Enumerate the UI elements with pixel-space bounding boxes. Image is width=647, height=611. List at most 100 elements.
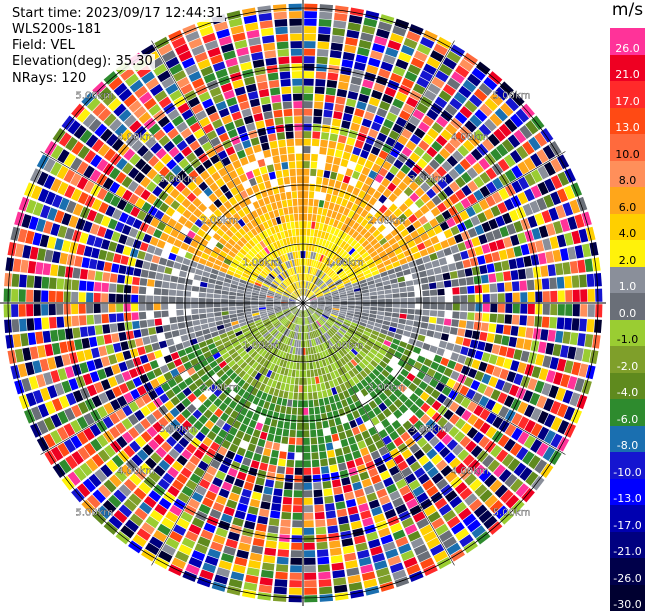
radar-gate (299, 259, 301, 266)
radar-gate (245, 22, 258, 31)
radar-gate (340, 305, 347, 307)
radar-gate (293, 505, 302, 512)
radar-gate (331, 43, 343, 51)
radar-gate (275, 27, 288, 35)
radar-gate (288, 392, 293, 399)
radar-gate (585, 259, 593, 272)
radar-gate (185, 252, 193, 260)
radar-gate (331, 555, 343, 563)
radar-gate (37, 248, 46, 261)
radar-gate (44, 250, 53, 262)
radar-gate (512, 315, 520, 325)
radar-gate (343, 175, 351, 183)
radar-gate (341, 182, 348, 190)
radar-gate (20, 333, 28, 346)
radar-gate (490, 294, 497, 303)
radar-gate (310, 370, 314, 377)
radar-gate (109, 283, 117, 292)
radar-gate (299, 229, 302, 236)
radar-gate (139, 295, 146, 302)
radar-gate (393, 298, 400, 302)
radar-gate (247, 154, 256, 163)
radar-gate (343, 545, 355, 554)
radar-gate (542, 278, 550, 289)
radar-gate (288, 369, 292, 376)
range-label: 5.00km (75, 90, 113, 101)
radar-gate (98, 346, 107, 356)
radar-gate (430, 310, 437, 316)
radar-gate (306, 244, 309, 251)
radar-gate (488, 273, 496, 282)
radar-gate (289, 19, 302, 26)
radar-gate (324, 397, 330, 405)
radar-gate (503, 271, 511, 281)
radar-gate (426, 269, 434, 276)
radar-gate (253, 538, 265, 547)
radar-gate (137, 251, 146, 260)
radar-gate (265, 119, 274, 127)
radar-gate (26, 290, 33, 302)
radar-gate (428, 323, 436, 330)
radar-gate (181, 335, 189, 342)
station-label: WLS200s-181 (10, 22, 103, 38)
radar-gate (329, 540, 341, 548)
radar-gate (71, 316, 79, 327)
radar-gate (80, 327, 88, 338)
radar-gate (391, 317, 399, 322)
radar-gate (34, 276, 42, 288)
radar-gate (573, 290, 580, 302)
radar-gate (311, 445, 318, 452)
radar-gate (549, 317, 557, 329)
radar-gate (420, 249, 429, 257)
radar-gate (214, 303, 221, 307)
radar-gate (166, 338, 174, 346)
radar-gate (350, 123, 360, 132)
radar-gate (294, 109, 303, 116)
radar-gate (50, 264, 58, 276)
radar-gate (284, 422, 290, 430)
radar-gate (222, 291, 229, 295)
radar-gate (426, 330, 434, 337)
radar-gate (327, 148, 335, 156)
radar-gate (268, 72, 279, 80)
radar-gate (273, 156, 281, 164)
radar-gate (119, 332, 127, 341)
radar-gate (276, 170, 283, 178)
radar-gate (304, 565, 316, 572)
radar-gate (262, 173, 269, 181)
radar-gate (259, 305, 266, 307)
radar-gate (91, 248, 100, 259)
radar-gate (317, 542, 328, 550)
range-label: 1.00km (242, 341, 280, 352)
radar-gate (519, 280, 527, 290)
radar-gate (244, 15, 258, 24)
radar-gate (178, 322, 186, 329)
radar-gate (304, 513, 314, 520)
radar-gate (304, 468, 312, 475)
radar-gate (577, 333, 585, 346)
radar-gate (472, 266, 480, 275)
colorbar-level: 10.0 (610, 134, 645, 161)
radar-gate (49, 317, 57, 329)
radar-gate (349, 513, 360, 522)
radar-gate (195, 269, 203, 276)
radar-gate (250, 44, 262, 53)
radar-gate (325, 405, 331, 413)
radar-gate (305, 340, 307, 347)
radar-gate (206, 293, 213, 298)
radar-gate (307, 378, 311, 385)
radar-gate (259, 585, 272, 593)
radar-gate (267, 164, 275, 172)
radar-gate (41, 290, 48, 302)
radar-gate (37, 345, 46, 358)
radar-gate (291, 550, 302, 557)
radar-gate (370, 307, 377, 311)
radar-gate (417, 264, 425, 271)
radar-gate (11, 304, 18, 317)
radar-gate (280, 79, 290, 87)
radar-gate (89, 337, 97, 347)
radar-gate (343, 52, 355, 61)
radar-gate (313, 124, 321, 131)
radar-gate (453, 344, 462, 353)
radar-gate (294, 116, 302, 123)
